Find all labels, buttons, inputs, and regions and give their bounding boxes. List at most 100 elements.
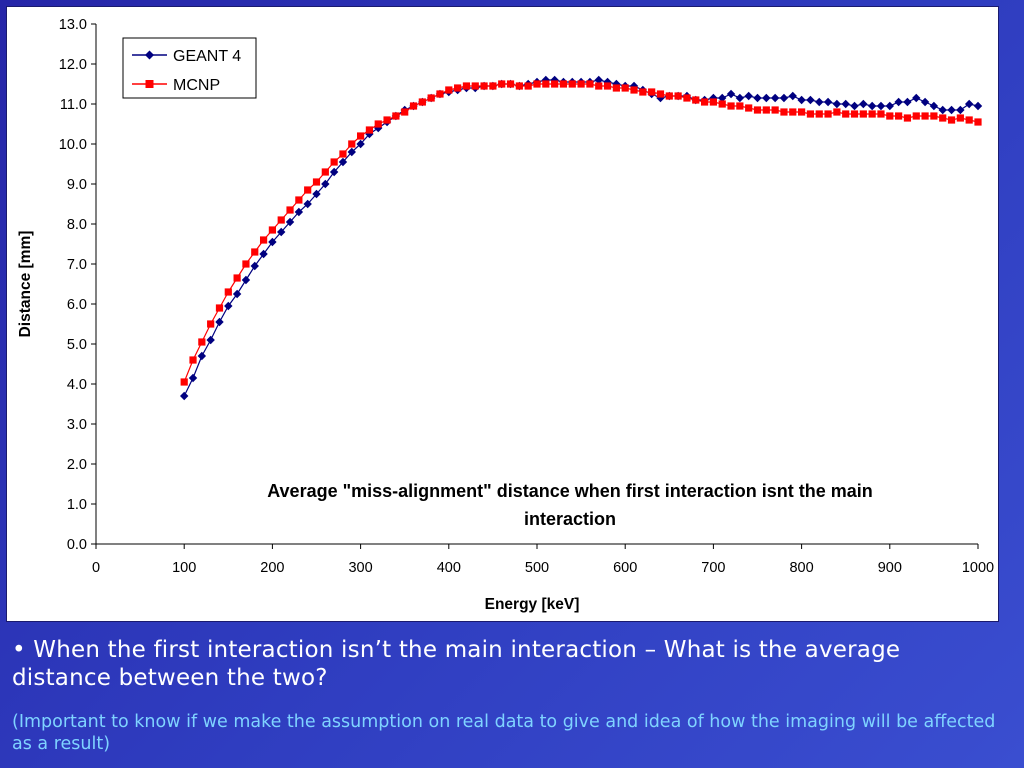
data-point [788,91,797,101]
data-point [498,80,506,88]
series-geant-4 [180,75,983,401]
data-point [241,275,251,285]
data-point [259,249,268,259]
data-point [295,196,303,204]
data-point [683,94,691,102]
data-point [823,97,833,107]
data-point [753,93,762,103]
x-tick-label: 500 [525,560,549,576]
y-tick-label: 10.0 [59,137,87,153]
series-line [183,83,979,383]
data-point [700,98,709,106]
data-point [859,110,867,118]
data-point [541,75,551,85]
data-point [815,97,824,107]
axes: 0.0 1.0 2.0 3.0 4.0 5.0 6.0 7.0 8.0 9.0 10.0 11.0 12… [17,17,994,613]
line-chart: 0.0 1.0 2.0 3.0 4.0 5.0 6.0 7.0 8.0 9.0 10.0 11.0 12… [17,17,994,613]
data-point [330,158,338,166]
data-point [594,75,603,85]
x-tick-label: 0 [92,560,100,576]
data-point [877,110,885,118]
data-point [294,207,304,217]
chart-title: Average "miss-alignment" distance when f… [267,481,873,529]
data-point [515,82,523,90]
data-point [656,90,665,98]
data-point [903,97,912,107]
y-tick-label: 11.0 [60,97,87,113]
data-point [339,150,347,158]
data-point [956,114,964,122]
data-point [454,84,462,92]
data-point [259,236,268,244]
y-tick-label: 13.0 [59,17,87,33]
data-point [215,304,224,312]
x-tick-label: 100 [172,560,196,576]
y-tick-label: 0.0 [67,537,87,553]
legend-item: MCNP [132,77,220,94]
data-point [586,80,594,88]
data-point [436,90,444,98]
data-point [745,104,753,112]
data-point [198,338,206,346]
bullet-question: • When the first interaction isn’t the m… [12,637,901,691]
data-point [357,132,365,140]
data-point [224,288,232,296]
data-point [832,99,842,109]
data-point [277,216,285,224]
data-point [885,101,894,111]
data-point [383,116,391,124]
chart-title-line: Average "miss-alignment" distance when f… [267,481,873,501]
data-point [215,317,224,327]
data-point [559,80,568,88]
data-point [744,91,753,101]
data-point [348,140,356,148]
data-point [859,99,868,109]
legend-marker [145,80,154,88]
y-tick-label: 9.0 [67,177,87,193]
data-point [551,80,559,88]
data-point [506,80,515,88]
data-point [912,93,921,103]
data-point [798,108,806,116]
data-point [338,157,348,167]
data-point [771,106,779,114]
data-point [833,108,841,116]
y-tick-label: 7.0 [67,257,87,273]
legend-label: GEANT 4 [173,48,241,65]
data-point [867,101,877,111]
data-point [630,86,638,94]
data-point [727,102,735,110]
data-point [268,226,276,234]
data-point [445,86,453,94]
data-point [753,106,762,114]
data-point [841,99,850,109]
data-point [718,100,726,108]
data-point [762,93,771,103]
y-tick-label: 6.0 [67,297,87,313]
data-point [621,84,629,92]
data-point [938,105,947,115]
data-point [726,89,736,99]
data-point [770,93,780,103]
data-point [929,101,939,111]
data-point [789,108,797,116]
x-tick-label: 300 [348,560,372,576]
data-point [180,378,188,386]
data-point [206,335,215,345]
data-point [207,320,215,328]
data-point [251,248,259,256]
data-point [965,116,973,124]
data-point [392,112,400,120]
data-point [718,93,727,103]
legend-item: GEANT 4 [132,48,241,65]
x-tick-label: 400 [437,560,461,576]
data-point [806,95,815,105]
data-point [895,112,903,120]
data-point [842,110,850,118]
data-point [815,110,823,118]
data-point [286,206,294,214]
data-point [736,102,744,110]
note-text: (Important to know if we make the assump… [12,712,996,754]
data-point [489,82,497,90]
data-point [356,139,365,149]
